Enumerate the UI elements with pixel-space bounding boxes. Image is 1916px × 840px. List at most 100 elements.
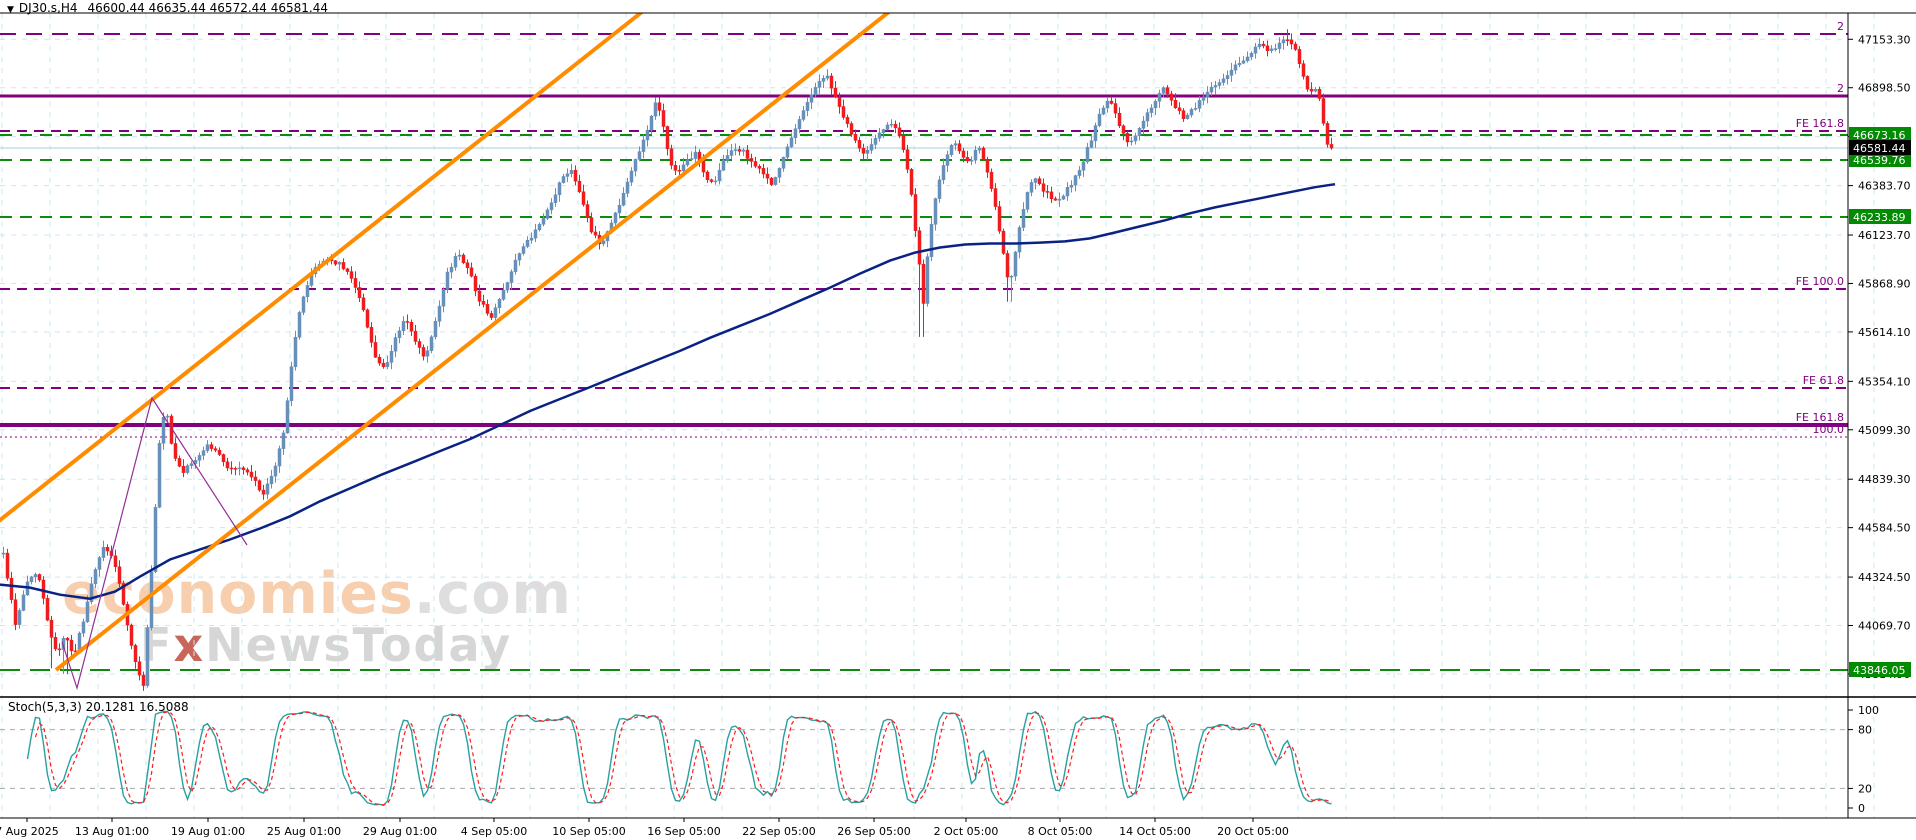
candle-body <box>945 154 950 166</box>
candle-body <box>1097 113 1102 126</box>
candle-body <box>961 150 966 158</box>
candle-body <box>489 313 494 318</box>
candle-body <box>969 160 974 162</box>
candle-body <box>1081 161 1086 171</box>
candle-body <box>205 444 210 451</box>
trendline-ascending-1[interactable] <box>0 0 657 524</box>
moving-average-line <box>0 182 1336 600</box>
candle-body <box>537 224 542 230</box>
price-tick-label: 46383.70 <box>1858 180 1911 193</box>
candle-body <box>1009 275 1014 278</box>
candle-body <box>1285 39 1290 41</box>
candle-body <box>121 583 126 605</box>
candle-body <box>757 165 762 169</box>
candle-body <box>829 75 834 89</box>
candle-body <box>769 177 774 185</box>
candle-body <box>793 128 798 139</box>
candle-body <box>1269 48 1274 51</box>
candle-body <box>1125 133 1130 143</box>
candle-body <box>805 102 810 111</box>
time-tick-label: 29 Aug 01:00 <box>363 825 437 838</box>
candle-body <box>1049 191 1054 200</box>
candle-body <box>341 262 346 270</box>
candle-body <box>665 126 670 150</box>
candle-body <box>513 259 518 272</box>
candle-body <box>997 206 1002 232</box>
candle-body <box>977 147 982 151</box>
candle-body <box>45 598 50 621</box>
candle-body <box>1329 144 1334 149</box>
candle-body <box>965 157 970 162</box>
zigzag-annotation[interactable] <box>61 396 248 691</box>
support-resistance-lines-over <box>0 33 1848 671</box>
candle-body <box>353 278 358 288</box>
candle-body <box>1265 45 1270 51</box>
stoch-axis[interactable]: 100 80 20 0 <box>1848 704 1879 815</box>
symbol-dropdown-icon[interactable]: ▼ <box>7 5 14 15</box>
candle-body <box>973 149 978 161</box>
candle-body <box>1173 100 1178 109</box>
candle-body <box>709 179 714 182</box>
svg-text:46673.16: 46673.16 <box>1853 129 1906 142</box>
candle-body <box>1013 251 1018 277</box>
candle-body <box>845 117 850 124</box>
candle-body <box>689 158 694 160</box>
candle-body <box>373 342 378 358</box>
candle-body <box>117 566 122 584</box>
chart-frame <box>0 12 1916 819</box>
candle-body <box>737 149 742 152</box>
candle-body <box>1109 100 1114 104</box>
candle-body <box>893 123 898 129</box>
candle-body <box>617 204 622 214</box>
time-axis[interactable]: 7 Aug 2025 13 Aug 01:00 19 Aug 01:00 25 Aug… <box>0 818 1289 838</box>
candle-body <box>277 448 282 467</box>
candle-body <box>729 150 734 156</box>
candle-body <box>989 171 994 189</box>
candle-body <box>1233 64 1238 71</box>
candle-body <box>1325 123 1330 145</box>
candle-body <box>1209 86 1214 93</box>
candle-body <box>1121 125 1126 134</box>
candle-body <box>1061 195 1066 200</box>
candle-body <box>261 489 266 495</box>
candle-body <box>265 483 270 495</box>
candle-body <box>1181 110 1186 119</box>
candle-body <box>653 102 658 117</box>
candle-body <box>37 574 42 581</box>
candle-body <box>1277 42 1282 49</box>
candle-body <box>189 463 194 466</box>
candle-body <box>1281 39 1286 44</box>
candle-body <box>357 287 362 299</box>
candle-body <box>809 94 814 103</box>
candle-body <box>9 577 14 600</box>
price-tick-label: 44069.70 <box>1858 620 1911 633</box>
candle-body <box>741 149 746 152</box>
candle-body <box>229 467 234 470</box>
candle-body <box>957 143 962 152</box>
candle-body <box>469 267 474 277</box>
candle-body <box>557 182 562 196</box>
candle-body <box>1037 178 1042 185</box>
fib-level-label: 2 <box>1837 20 1844 33</box>
time-tick-label: 8 Oct 05:00 <box>1028 825 1093 838</box>
grid-lines <box>0 13 1875 818</box>
price-badge: 46539.76 <box>1849 152 1911 167</box>
trendline-ascending-2[interactable] <box>54 0 904 672</box>
candle-body <box>1077 170 1082 176</box>
candle-body <box>1169 93 1174 101</box>
candle-body <box>701 160 706 173</box>
candle-body <box>749 158 754 162</box>
candle-body <box>993 188 998 207</box>
candle-body <box>101 547 106 558</box>
candle-body <box>549 202 554 211</box>
candle-body <box>981 147 986 160</box>
price-tick-label: 44584.50 <box>1858 522 1911 535</box>
time-tick-label: 7 Aug 2025 <box>0 825 59 838</box>
candle-body <box>517 253 522 261</box>
candle-body <box>297 312 302 338</box>
time-tick-label: 13 Aug 01:00 <box>75 825 149 838</box>
price-tick-label: 44324.50 <box>1858 571 1911 584</box>
candle-body <box>401 321 406 332</box>
candle-body <box>153 507 158 572</box>
